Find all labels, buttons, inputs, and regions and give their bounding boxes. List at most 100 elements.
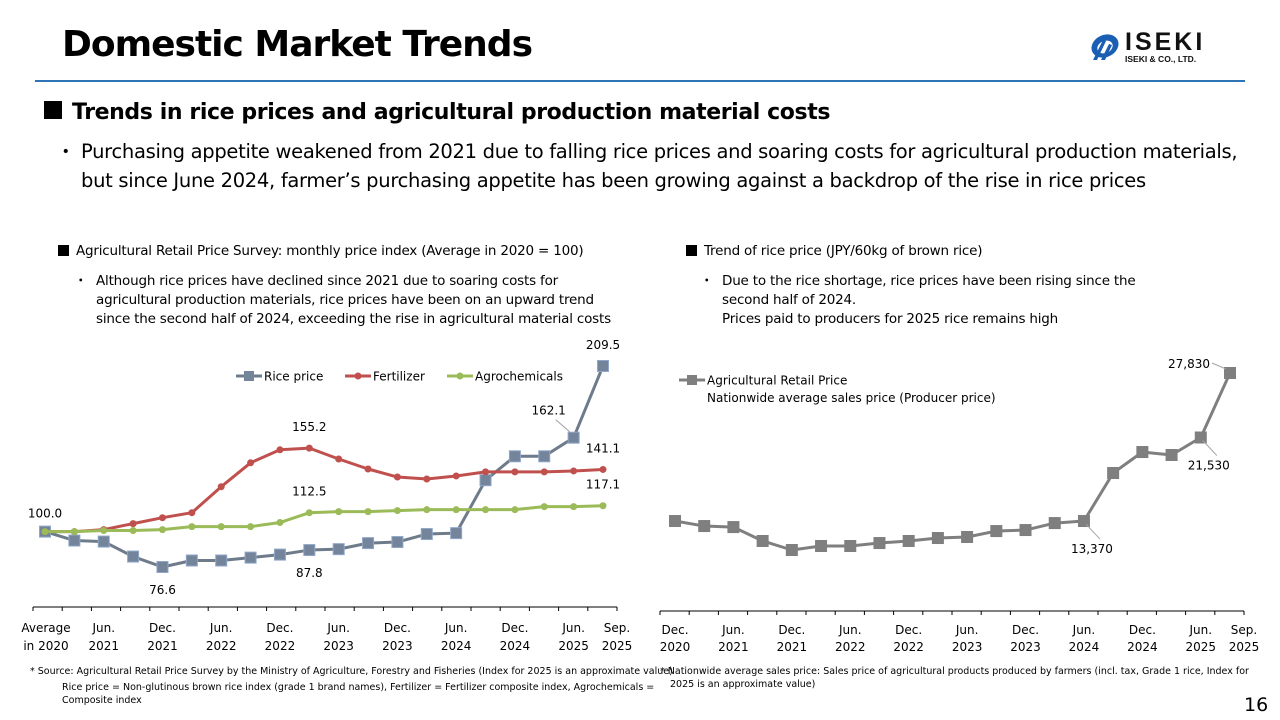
square-bullet-icon <box>686 244 697 256</box>
x-tick-label-line-1: Dec. <box>895 623 922 637</box>
legend-marker <box>456 372 464 380</box>
square-bullet-icon <box>44 101 62 119</box>
x-tick-label-line-2: 2023 <box>1010 640 1041 654</box>
right-panel-bullet: ・ Due to the rice shortage, rice prices … <box>700 272 1180 329</box>
x-tick-label-line-1: Dec. <box>1129 623 1156 637</box>
x-tick-label-line-1: Sep. <box>604 621 630 635</box>
data-point <box>1194 431 1207 444</box>
legend-item: Fertilizer <box>345 370 425 384</box>
x-tick-label-line-2: 2022 <box>893 640 924 654</box>
x-tick-label: Dec. 2022 <box>265 621 296 653</box>
x-tick-label-line-2: 2022 <box>265 639 296 653</box>
x-tick-label-line-2: 2024 <box>500 639 531 653</box>
data-point <box>902 534 915 547</box>
data-point <box>247 459 255 467</box>
data-point <box>97 535 110 548</box>
data-point <box>158 514 166 522</box>
data-point <box>305 444 313 452</box>
x-tick-label-line-2: 2024 <box>441 639 472 653</box>
data-point <box>482 468 490 476</box>
logo-brand: ISEKI <box>1125 28 1206 56</box>
right-footnote: * Nationwide average sales price: Sales … <box>660 665 1250 691</box>
x-tick-label: Dec. 2024 <box>1127 623 1158 654</box>
data-point <box>844 540 857 553</box>
x-tick-label-line-2: 2025 <box>1229 640 1260 654</box>
x-tick-label: Jun. 2022 <box>835 623 866 654</box>
data-point <box>391 536 404 549</box>
data-point <box>215 554 228 567</box>
data-point <box>511 506 519 514</box>
data-point <box>540 503 548 511</box>
x-tick-label: Dec. 2024 <box>500 621 531 653</box>
data-point <box>1107 467 1120 480</box>
x-tick-label-line-1: Dec. <box>149 621 176 635</box>
data-point <box>362 537 375 550</box>
section-heading: Trends in rice prices and agricultural p… <box>44 100 830 125</box>
data-point <box>423 506 431 514</box>
page-title: Domestic Market Trends <box>62 24 533 65</box>
data-point <box>188 523 196 531</box>
series-line <box>45 504 604 534</box>
data-point <box>303 544 316 557</box>
series-agrochemicals: 112.5 117.1 <box>41 478 620 536</box>
x-tick-label-line-2: 2021 <box>88 639 119 653</box>
series-line <box>45 446 604 534</box>
x-tick-label-line-1: Dec. <box>661 623 688 637</box>
data-point <box>158 526 166 534</box>
page-number: 16 <box>1244 694 1269 716</box>
data-point <box>990 525 1003 538</box>
data-label: 162.1 <box>531 404 565 418</box>
data-point <box>511 468 519 476</box>
bullet-dot-icon: ・ <box>74 273 88 289</box>
right-panel-heading-text: Trend of rice price (JPY/60kg of brown r… <box>704 243 983 259</box>
legend-marker <box>687 375 697 385</box>
x-tick-label-line-1: Dec. <box>778 623 805 637</box>
data-point <box>961 530 974 543</box>
legend-label: Agricultural Retail Price <box>707 374 847 388</box>
x-tick-label-line-1: Jun. <box>955 623 979 637</box>
data-point <box>156 561 169 573</box>
x-tick-label: Jun. 2023 <box>323 621 354 653</box>
data-point <box>698 520 711 533</box>
data-point <box>873 537 886 550</box>
legend-label-line-2: Nationwide average sales price (Producer… <box>707 391 996 405</box>
x-tick-label-line-1: Dec. <box>266 621 293 635</box>
right-panel-bullet-text: Due to the rice shortage, rice prices ha… <box>722 272 1180 329</box>
data-point <box>129 520 137 528</box>
data-label-leader <box>555 419 570 433</box>
x-tick-label-line-1: Sep. <box>1231 623 1257 637</box>
x-tick-label: Dec. 2021 <box>147 621 178 653</box>
legend-item: Rice price <box>236 370 323 384</box>
section-heading-text: Trends in rice prices and agricultural p… <box>72 100 831 125</box>
x-tick-label-line-2: 2020 <box>660 640 691 654</box>
data-point <box>508 450 521 463</box>
x-tick-label-line-1: Average <box>21 621 70 635</box>
company-logo: ISEKI ISEKI & CO., LTD. <box>1085 28 1225 68</box>
x-tick-label: Sep. 2025 <box>602 621 633 653</box>
bullet-dot-icon: ・ <box>56 140 76 163</box>
data-point <box>41 528 49 536</box>
data-point <box>273 548 286 561</box>
x-tick-label-line-1: Jun. <box>1189 623 1213 637</box>
bullet-dot-icon: ・ <box>700 273 714 289</box>
data-point <box>669 515 681 528</box>
data-point <box>393 473 401 481</box>
data-label: 209.5 <box>586 338 620 352</box>
x-tick-label: Jun. 2024 <box>1069 623 1100 654</box>
series-agricultural-retail-price: 13,370 21,530 27,830 <box>669 357 1236 556</box>
main-bullet: ・ Purchasing appetite weakened from 2021… <box>56 137 1256 195</box>
x-tick-label-line-1: Jun. <box>326 621 350 635</box>
data-point <box>393 507 401 515</box>
data-point <box>756 534 769 547</box>
x-tick-label-line-2: 2025 <box>1186 640 1217 654</box>
data-point <box>423 475 431 483</box>
right-footnote-line-2: 2025 is an approximate value) <box>670 679 816 690</box>
data-point <box>538 450 551 463</box>
data-point <box>188 509 196 517</box>
x-tick-label: Jun. 2022 <box>206 621 237 653</box>
right-bullet-line-2: Prices paid to producers for 2025 rice r… <box>722 311 1059 327</box>
data-label: 117.1 <box>586 478 620 492</box>
x-tick-label-line-2: 2024 <box>1069 640 1100 654</box>
iseki-logo-icon <box>1091 34 1119 60</box>
data-label: 13,370 <box>1071 542 1113 556</box>
